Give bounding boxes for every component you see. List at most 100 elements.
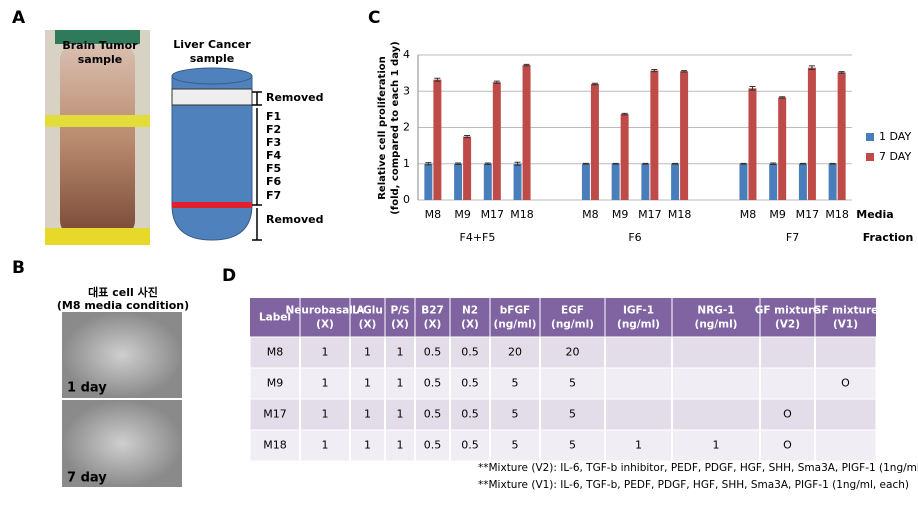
table-cell: 1 — [364, 377, 371, 390]
column-header: NRG-1 — [697, 305, 734, 317]
table-cell: 1 — [364, 346, 371, 359]
table-cell: 1 — [364, 408, 371, 421]
table-cell: O — [783, 408, 792, 421]
bar — [620, 114, 629, 200]
bar — [590, 84, 599, 200]
table-row — [249, 398, 877, 431]
panel-title: (M8 media condition) — [57, 299, 189, 312]
bar-chart: 0 1 2 3 4 M8 M9 M17 M18 M8 M9 M17 M18 M8 M9 M17 M18 F4+F5… — [403, 48, 911, 244]
column-header: (V1) — [833, 319, 858, 331]
tube-diagram — [171, 67, 262, 241]
table-cell: 5 — [569, 408, 576, 421]
table-cell: 1 — [713, 439, 720, 452]
fraction-label: F3 — [266, 136, 281, 149]
table-cell: 1 — [322, 377, 329, 390]
error-bar — [425, 162, 432, 166]
table-cell: 1 — [397, 346, 404, 359]
column-header: EGF — [561, 305, 584, 317]
error-bar — [829, 162, 836, 165]
bar — [483, 163, 492, 200]
x-tick-label: M17 — [481, 208, 505, 221]
panel-label: A — [12, 8, 26, 28]
bar — [581, 163, 590, 200]
table-cell: M18 — [263, 439, 287, 452]
error-bar — [808, 65, 815, 70]
error-bar — [838, 71, 845, 74]
table-cell: 1 — [364, 439, 371, 452]
bar — [671, 163, 680, 200]
table-cell: 5 — [569, 377, 576, 390]
table-cell: 5 — [569, 439, 576, 452]
error-bar — [799, 162, 806, 165]
error-bar — [455, 162, 462, 165]
legend-swatch — [866, 153, 874, 161]
column-header: (V2) — [775, 319, 800, 331]
table-note: **Mixture (V2): IL-6, TGF-b inhibitor, P… — [478, 462, 918, 474]
table-cell: 0.5 — [424, 346, 442, 359]
x-tick-label: M17 — [796, 208, 820, 221]
column-header: (X) — [316, 319, 334, 331]
y-tick-label: 3 — [403, 84, 410, 97]
y-axis-label: (fold, compared to each 1 day) — [390, 41, 401, 214]
x-tick-label: M8 — [582, 208, 599, 221]
fraction-label: F4 — [266, 149, 282, 162]
group-axis-label: Fraction — [863, 231, 914, 244]
tumor-photo — [45, 30, 150, 245]
column-header: P/S — [390, 305, 409, 317]
error-bar — [740, 162, 747, 165]
table-row — [249, 367, 877, 400]
table-cell: 20 — [508, 346, 522, 359]
table-cell: 0.5 — [461, 408, 479, 421]
error-bar — [493, 80, 500, 84]
table-cell: M9 — [267, 377, 284, 390]
error-bar — [770, 162, 777, 165]
table-cell: 5 — [512, 377, 519, 390]
x-tick-label: M8 — [425, 208, 442, 221]
header-row — [250, 298, 876, 337]
photo-label: Brain Tumor — [62, 39, 138, 52]
x-tick-label: M18 — [668, 208, 692, 221]
error-bar — [612, 162, 619, 165]
error-bar — [582, 162, 589, 165]
table-cell: O — [841, 377, 850, 390]
x-tick-label: M8 — [740, 208, 757, 221]
table-cell: 0.5 — [461, 439, 479, 452]
table-cell: 0.5 — [461, 377, 479, 390]
bar — [778, 97, 787, 200]
bar — [522, 65, 531, 201]
group-label: F4+F5 — [460, 231, 496, 244]
column-header: (ng/ml) — [494, 319, 537, 331]
x-tick-label: M18 — [510, 208, 534, 221]
bar — [611, 163, 620, 200]
error-bar — [672, 162, 679, 165]
error-bar — [434, 77, 441, 82]
fraction-label: F7 — [266, 189, 281, 202]
bar — [492, 82, 501, 200]
bar — [748, 88, 757, 200]
table-cell: 20 — [566, 346, 580, 359]
error-bar — [464, 134, 471, 139]
legend-label: 1 DAY — [879, 130, 911, 143]
table-cell: 5 — [512, 408, 519, 421]
table-cell: 0.5 — [424, 408, 442, 421]
fraction-label: Removed — [266, 91, 323, 104]
diagram-label: sample — [190, 52, 235, 65]
column-header: L-Glu — [352, 305, 383, 317]
column-header: (ng/ml) — [617, 319, 660, 331]
error-bar — [484, 162, 491, 165]
image-label: 1 day — [67, 381, 107, 396]
column-header: (X) — [424, 319, 442, 331]
error-bar — [749, 86, 756, 91]
bar — [454, 163, 463, 200]
bar — [828, 163, 837, 200]
table-row — [249, 429, 877, 462]
column-header: Neurobasal A — [285, 305, 365, 317]
table-row — [249, 336, 877, 369]
table-cell: 1 — [397, 439, 404, 452]
table-cell: 5 — [512, 439, 519, 452]
micrograph — [62, 400, 182, 487]
bar — [641, 163, 650, 200]
column-header: IGF-1 — [623, 305, 654, 317]
fraction-label: F5 — [266, 162, 281, 175]
